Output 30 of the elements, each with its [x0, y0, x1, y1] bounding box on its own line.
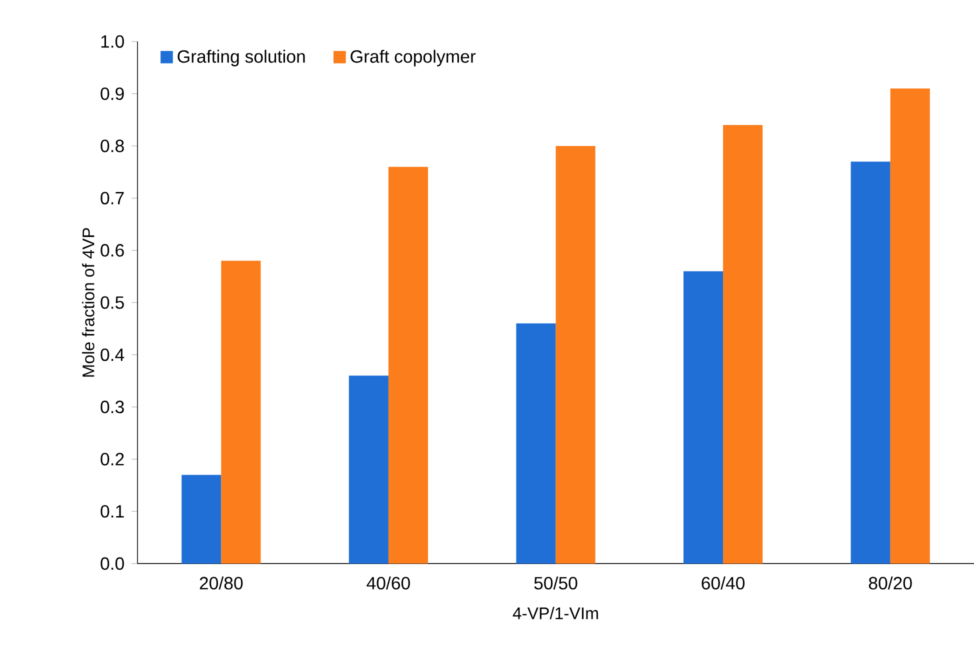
- bar: [890, 88, 930, 564]
- y-tick-label: 1.0: [101, 35, 124, 48]
- bar: [388, 167, 428, 564]
- bar: [556, 146, 596, 564]
- y-tick-label: 0.7: [100, 192, 124, 205]
- x-tick-label: 50/50: [534, 576, 578, 590]
- bar: [723, 125, 763, 564]
- y-tick-label: 0.1: [100, 505, 124, 518]
- y-tick-label: 0.4: [100, 348, 124, 362]
- bar: [221, 261, 261, 564]
- legend-label: Graft copolymer: [350, 50, 476, 67]
- bar: [348, 376, 388, 564]
- y-tick-label: 0.5: [100, 296, 124, 310]
- y-tick-label: 0.0: [100, 558, 124, 570]
- x-tick-label: 60/40: [702, 576, 745, 590]
- x-tick-label: 40/60: [366, 576, 410, 590]
- x-tick-label: 20/80: [200, 576, 243, 590]
- bar: [182, 475, 222, 564]
- bar: [683, 271, 724, 564]
- y-tick-label: 0.8: [100, 140, 124, 152]
- x-tick-label: 80/20: [868, 576, 912, 590]
- y-tick-label: 0.6: [100, 244, 124, 257]
- y-tick-label: 0.3: [100, 400, 124, 414]
- legend-label: Grafting solution: [178, 50, 305, 67]
- bar: [850, 162, 890, 564]
- y-tick-label: 0.2: [100, 453, 124, 466]
- y-axis-title: Mole fraction of 4VP: [82, 228, 94, 377]
- x-axis-title: 4-VP/1-VIm: [512, 607, 598, 620]
- bar: [516, 324, 556, 564]
- y-tick-label: 0.9: [100, 88, 124, 100]
